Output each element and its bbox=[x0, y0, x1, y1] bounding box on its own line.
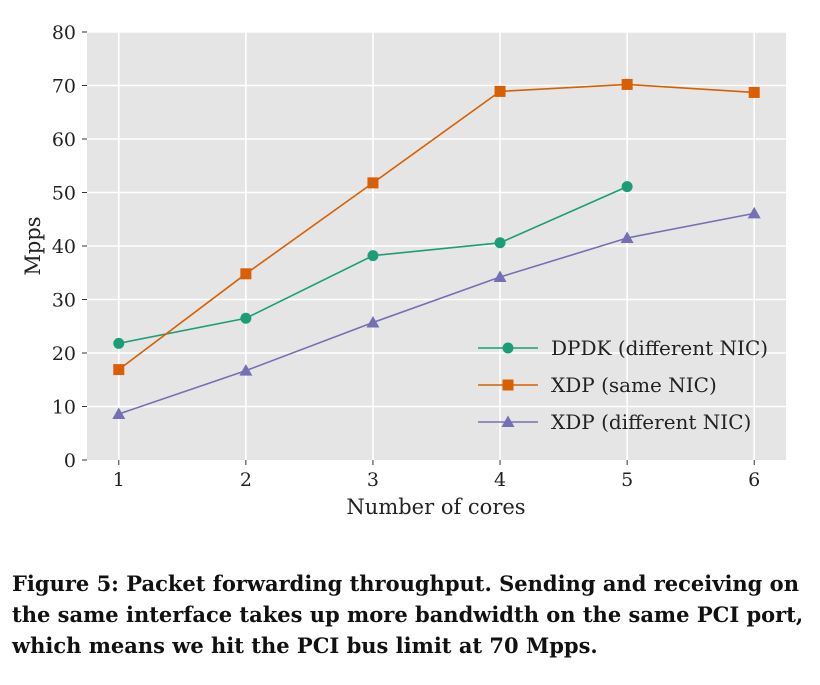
line-chart: 0 10 20 30 40 50 60 70 80 1 2 3 4 5 6 Number of cores… bbox=[21, 22, 786, 519]
x-axis-ticks: 1 2 3 4 5 6 bbox=[113, 460, 760, 491]
y-axis-label: Mpps bbox=[21, 216, 45, 275]
y-tick-label: 50 bbox=[52, 183, 76, 205]
data-point bbox=[239, 364, 253, 376]
figure-caption: Figure 5: Packet forwarding throughput. … bbox=[12, 571, 804, 658]
data-point bbox=[748, 86, 760, 98]
legend-marker bbox=[502, 379, 514, 391]
legend-marker bbox=[502, 342, 514, 354]
legend-label: DPDK (different NIC) bbox=[551, 336, 768, 360]
x-tick-label: 2 bbox=[240, 469, 252, 491]
data-point bbox=[366, 316, 380, 328]
y-tick-label: 10 bbox=[52, 397, 76, 419]
legend: DPDK (different NIC) XDP (same NIC) XDP (d… bbox=[478, 336, 768, 434]
y-axis-ticks: 0 10 20 30 40 50 60 70 80 bbox=[52, 22, 87, 472]
legend-item: DPDK (different NIC) bbox=[478, 336, 768, 360]
series-line bbox=[118, 83, 755, 371]
series-3 bbox=[112, 206, 761, 419]
data-point bbox=[620, 231, 634, 243]
y-tick-label: 70 bbox=[52, 76, 76, 98]
x-axis-label: Number of cores bbox=[346, 495, 525, 519]
y-tick-label: 80 bbox=[52, 22, 76, 44]
legend-label: XDP (same NIC) bbox=[551, 373, 717, 397]
x-tick-label: 4 bbox=[494, 469, 506, 491]
y-tick-label: 40 bbox=[52, 236, 76, 258]
y-tick-label: 60 bbox=[52, 129, 76, 151]
series-layer bbox=[112, 78, 761, 419]
y-tick-label: 20 bbox=[52, 343, 76, 365]
series-1 bbox=[113, 181, 633, 349]
data-point bbox=[112, 407, 126, 419]
data-point bbox=[494, 85, 506, 97]
data-point bbox=[113, 364, 125, 376]
series-line bbox=[118, 212, 755, 415]
data-point bbox=[621, 78, 633, 90]
data-point bbox=[113, 337, 125, 349]
data-point bbox=[367, 177, 379, 189]
y-tick-label: 30 bbox=[52, 290, 76, 312]
legend-label: XDP (different NIC) bbox=[551, 410, 751, 434]
legend-marker bbox=[501, 415, 515, 427]
data-point bbox=[621, 181, 633, 193]
x-tick-label: 1 bbox=[113, 469, 125, 491]
legend-item: XDP (different NIC) bbox=[478, 410, 751, 434]
data-point bbox=[494, 237, 506, 249]
data-point bbox=[240, 268, 252, 280]
x-tick-label: 3 bbox=[367, 469, 379, 491]
x-tick-label: 5 bbox=[621, 469, 633, 491]
series-2 bbox=[113, 78, 760, 376]
data-point bbox=[367, 250, 379, 262]
legend-item: XDP (same NIC) bbox=[478, 373, 717, 397]
data-point bbox=[240, 312, 252, 324]
x-tick-label: 6 bbox=[748, 469, 760, 491]
data-point bbox=[747, 206, 761, 219]
y-tick-label: 0 bbox=[64, 450, 76, 472]
data-point bbox=[493, 270, 507, 283]
